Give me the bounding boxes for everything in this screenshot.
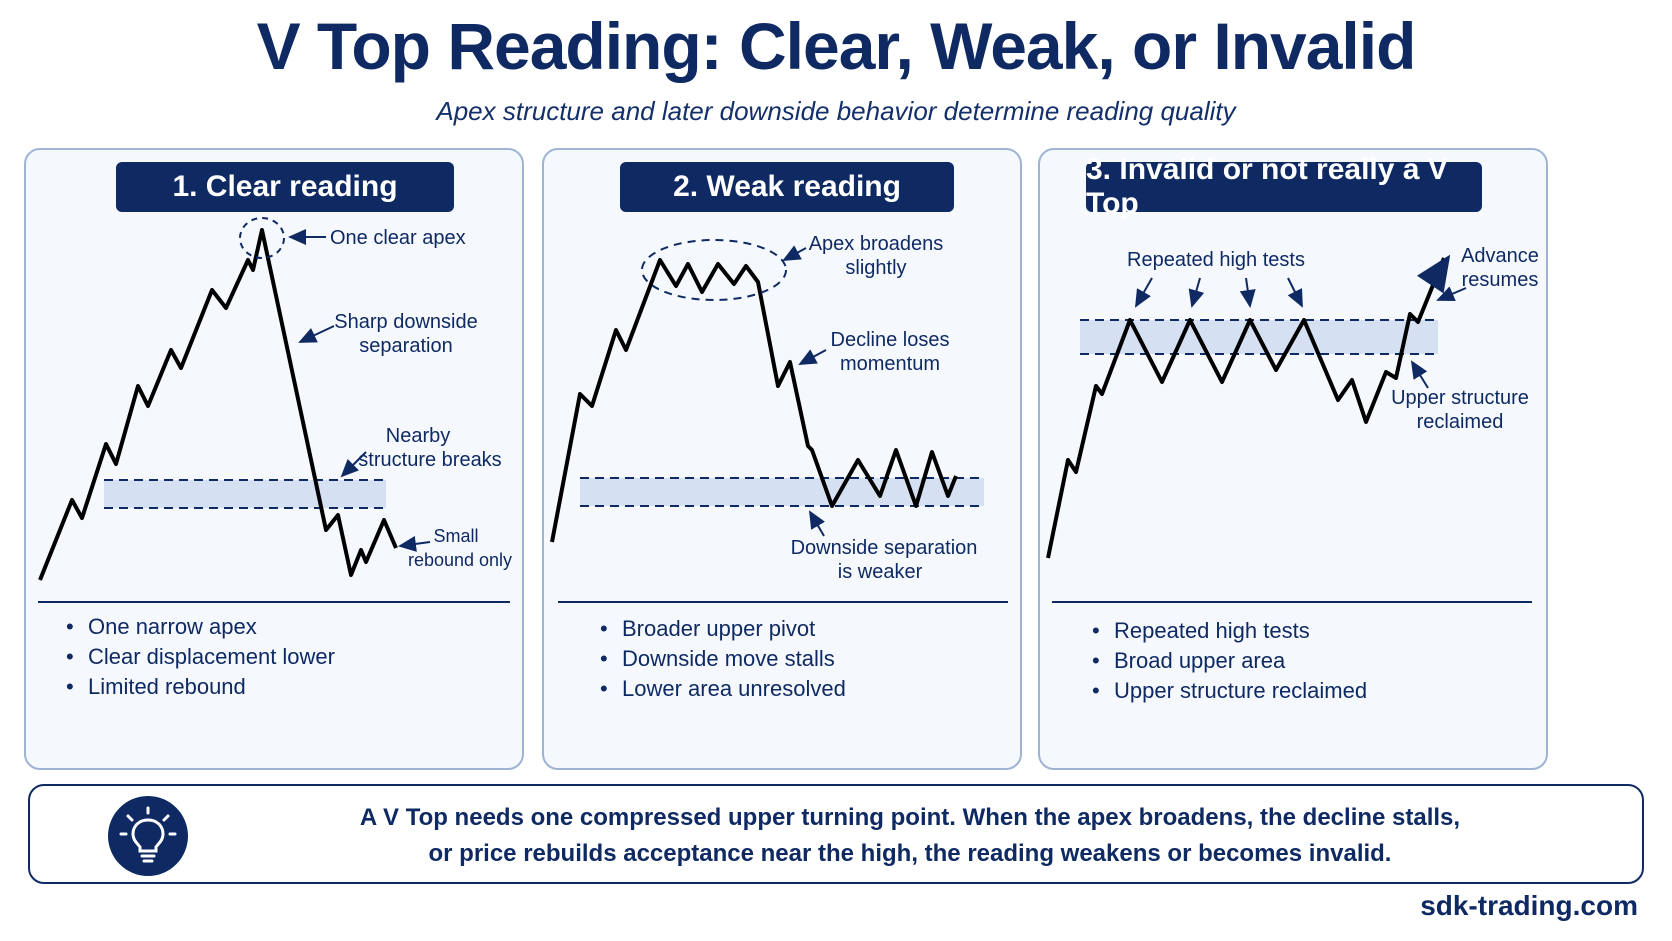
panel-clear-reading: 1. Clear reading One clear apex Sharp do… <box>24 148 524 770</box>
bullet-item: One narrow apex <box>66 612 335 642</box>
annotation-sharp-1: Sharp downside <box>334 311 477 333</box>
summary-callout: A V Top needs one compressed upper turni… <box>28 784 1644 884</box>
structure-zone <box>104 480 386 508</box>
panel-weak-reading: 2. Weak reading Apex broadens slightly D… <box>542 148 1022 770</box>
annotation-tests: Repeated high tests <box>1127 249 1305 271</box>
panel-heading: 1. Clear reading <box>116 162 454 212</box>
bullet-item: Broader upper pivot <box>600 614 846 644</box>
bullet-item: Upper structure reclaimed <box>1092 676 1367 706</box>
annotation-down-2: is weaker <box>838 561 923 583</box>
annotation-nearby-1: Nearby <box>386 425 450 447</box>
annotation-upper-2: reclaimed <box>1417 411 1504 433</box>
callout-text: A V Top needs one compressed upper turni… <box>220 800 1600 872</box>
bullet-item: Clear displacement lower <box>66 642 335 672</box>
bullet-list: One narrow apex Clear displacement lower… <box>66 612 335 702</box>
bullet-list: Broader upper pivot Downside move stalls… <box>600 614 846 704</box>
annotation-apex-1: Apex broadens <box>809 233 944 255</box>
page-subtitle: Apex structure and later downside behavi… <box>436 96 1236 126</box>
annotation-decline-1: Decline loses <box>831 329 950 351</box>
annotation-apex: One clear apex <box>330 227 466 249</box>
price-path <box>38 228 398 581</box>
lightbulb-icon <box>108 796 188 876</box>
test-arrow <box>1287 277 1303 308</box>
test-arrow <box>1135 277 1153 308</box>
annotation-nearby-2: structure breaks <box>358 449 501 471</box>
callout-line-2: or price rebuilds acceptance near the hi… <box>428 840 1392 867</box>
advance-arrow <box>1416 254 1451 294</box>
weak-reading-diagram: Apex broadens slightly Decline loses mom… <box>550 233 1008 603</box>
bullet-item: Broad upper area <box>1092 646 1367 676</box>
bullet-item: Downside move stalls <box>600 644 846 674</box>
test-arrow <box>1188 277 1205 308</box>
annotation-small-1: Small <box>433 526 478 546</box>
callout-line-1: A V Top needs one compressed upper turni… <box>359 804 1461 831</box>
footer-website: sdk-trading.com <box>1420 890 1638 921</box>
annotation-advance-1: Advance <box>1461 245 1539 267</box>
price-path <box>550 258 958 543</box>
test-arrow <box>1239 277 1256 308</box>
apex-broad-circle <box>641 239 787 301</box>
price-path <box>1046 257 1446 559</box>
panel-heading: 2. Weak reading <box>620 162 954 212</box>
annotation-down-1: Downside separation <box>791 537 978 559</box>
annotation-advance-2: resumes <box>1462 269 1539 291</box>
bullet-list: Repeated high tests Broad upper area Upp… <box>1092 616 1367 706</box>
page-title: V Top Reading: Clear, Weak, or Invalid <box>256 9 1417 83</box>
annotation-upper-1: Upper structure <box>1391 387 1529 409</box>
invalid-reading-diagram: Repeated high tests Advance resumes Uppe… <box>1046 245 1539 603</box>
annotation-decline-2: momentum <box>840 353 940 375</box>
bullet-item: Repeated high tests <box>1092 616 1367 646</box>
bullet-item: Lower area unresolved <box>600 674 846 704</box>
apex-circle <box>239 217 285 259</box>
bullet-item: Limited rebound <box>66 672 335 702</box>
annotation-sharp-2: separation <box>359 335 452 357</box>
annotation-small-2: rebound only <box>408 550 512 570</box>
annotation-apex-2: slightly <box>845 257 906 279</box>
panel-invalid-reading: 3. Invalid or not really a V Top Repeate… <box>1038 148 1548 770</box>
clear-reading-diagram: One clear apex Sharp downside separation… <box>38 217 512 603</box>
